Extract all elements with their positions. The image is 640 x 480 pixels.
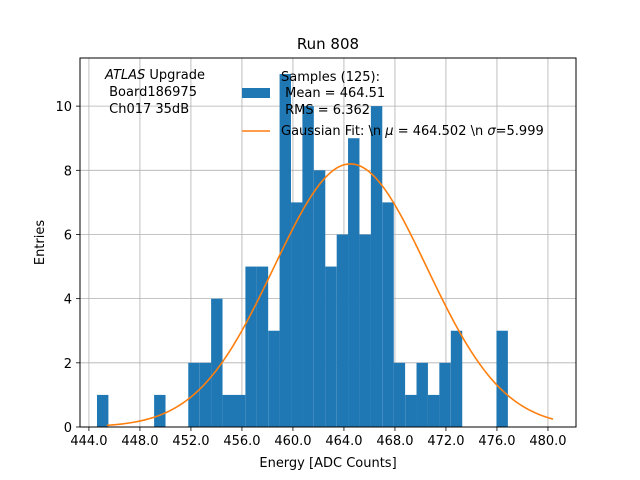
x-tick-label: 464.0 [325, 434, 362, 449]
histogram-bar [268, 330, 280, 427]
legend-samples-line3: RMS = 6.362 [281, 103, 370, 118]
legend: Samples (125): Mean = 464.51 RMS = 6.362… [242, 70, 544, 139]
legend-samples-line2: Mean = 464.51 [281, 86, 385, 101]
x-tick-label: 468.0 [376, 434, 413, 449]
histogram-bar [439, 362, 451, 427]
histogram-bar [393, 362, 406, 427]
annotation-line2: Board186975 [105, 85, 197, 100]
x-axis-label: Energy [ADC Counts] [259, 456, 396, 471]
atlas-annotation: ATLAS Upgrade Board186975 Ch017 35dB [104, 68, 205, 117]
x-tick-label: 480.0 [529, 434, 566, 449]
histogram-bar [427, 394, 440, 427]
histogram-bar [325, 266, 337, 427]
x-tick-label: 448.0 [121, 434, 158, 449]
upgrade-label: Upgrade [145, 68, 205, 83]
y-axis-label: Entries [33, 220, 48, 266]
histogram-bar [211, 298, 223, 427]
y-tick-label: 4 [64, 293, 72, 308]
annotation-line1: ATLAS Upgrade [104, 68, 205, 83]
histogram-bar [416, 362, 428, 427]
histogram-bar [291, 202, 303, 427]
histogram-bar [313, 170, 326, 427]
x-axis-ticks: 444.0 448.0 452.0 456.0 460.0 464.0 468.0 472.0… [70, 427, 567, 449]
histogram-bar [370, 106, 383, 427]
histogram-bar [279, 74, 291, 427]
legend-fit-post: =5.999 [496, 124, 544, 139]
y-axis-ticks: 0 2 4 6 8 10 [55, 100, 80, 436]
histogram-bar [359, 234, 371, 427]
histogram-bar [256, 266, 269, 427]
x-tick-label: 452.0 [172, 434, 209, 449]
histogram-bar [348, 138, 360, 427]
histogram-bar [96, 394, 109, 427]
gaussian-fit [106, 163, 554, 427]
x-tick-label: 456.0 [223, 434, 260, 449]
x-tick-label: 472.0 [427, 434, 464, 449]
legend-fit-pre: Gaussian Fit: \n [281, 124, 385, 139]
legend-fit-mid: = 464.502 \n [394, 124, 488, 139]
x-tick-label: 476.0 [478, 434, 515, 449]
atlas-label: ATLAS [104, 68, 145, 83]
y-tick-label: 2 [64, 357, 72, 372]
histogram-bar [233, 394, 246, 427]
legend-bar-swatch [242, 88, 270, 98]
legend-fit-sigma: σ [487, 124, 496, 139]
y-tick-label: 0 [64, 421, 72, 436]
histogram-bar [245, 266, 257, 427]
x-tick-label: 460.0 [274, 434, 311, 449]
histogram-bar [382, 202, 394, 427]
gaussian-fit-curve [106, 163, 554, 427]
annotation-line3: Ch017 35dB [105, 102, 189, 117]
y-tick-label: 10 [55, 100, 72, 115]
histogram-bars [96, 74, 508, 427]
histogram-bar [336, 234, 349, 427]
y-tick-label: 8 [64, 164, 72, 179]
legend-samples-line1: Samples (125): [281, 70, 380, 85]
histogram-bar [154, 394, 166, 427]
chart-title: Run 808 [297, 35, 359, 53]
histogram-bar [450, 330, 463, 427]
legend-fit-label: Gaussian Fit: \n μ = 464.502 \n σ=5.999 [281, 124, 544, 139]
x-tick-label: 444.0 [70, 434, 107, 449]
plot-frame [79, 57, 577, 428]
histogram-bar [405, 394, 417, 427]
histogram-bar [199, 362, 212, 427]
histogram-bar [222, 394, 234, 427]
histogram-bar [302, 106, 314, 427]
y-tick-label: 6 [64, 228, 72, 243]
histogram-bar [496, 330, 508, 427]
legend-fit-mu: μ [384, 124, 393, 139]
